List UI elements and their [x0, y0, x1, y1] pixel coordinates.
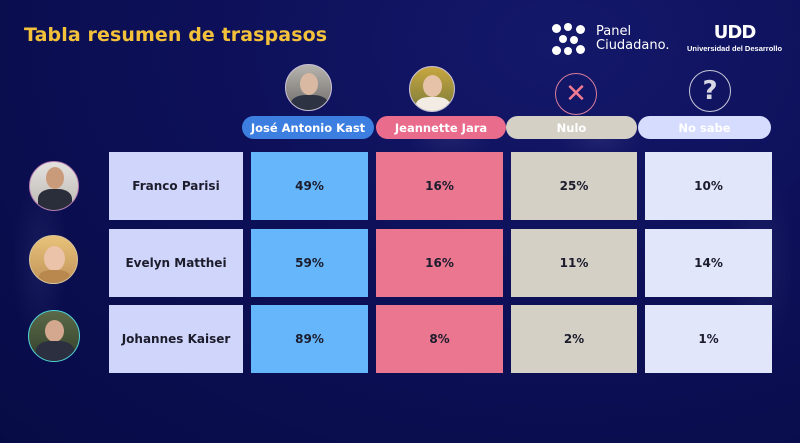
jara-value-cell: 16%: [376, 229, 503, 297]
row-name-cell: Franco Parisi: [109, 152, 243, 220]
nosabe-value-cell: 10%: [645, 152, 772, 220]
avatar-kast: [285, 64, 332, 111]
nosabe-value-cell: 14%: [645, 229, 772, 297]
jara-value-cell: 8%: [376, 305, 503, 373]
kast-value-cell: 59%: [251, 229, 368, 297]
row-name-cell: Johannes Kaiser: [109, 305, 243, 373]
kast-value-cell: 89%: [251, 305, 368, 373]
panel-ciudadano-dots-icon: [550, 22, 590, 56]
nulo-value-cell: 2%: [511, 305, 637, 373]
nulo-value-cell: 11%: [511, 229, 637, 297]
udd-mark: UDD: [713, 22, 757, 43]
panel-ciudadano-logo: Panel Ciudadano.: [550, 22, 669, 56]
udd-name: Universidad del Desarrollo: [687, 44, 783, 53]
udd-logo: UDD Universidad del Desarrollo: [687, 22, 783, 54]
column-header-nulo: Nulo: [506, 116, 637, 139]
avatar-franco-parisi: [29, 161, 79, 211]
row-name-cell: Evelyn Matthei: [109, 229, 243, 297]
column-header-kast: José Antonio Kast: [242, 116, 374, 139]
question-icon: ?: [689, 70, 731, 112]
column-header-jara: Jeannette Jara: [376, 116, 506, 139]
x-icon: ✕: [555, 73, 597, 115]
kast-value-cell: 49%: [251, 152, 368, 220]
avatar-evelyn-matthei: [29, 235, 78, 284]
jara-value-cell: 16%: [376, 152, 503, 220]
page-title: Tabla resumen de traspasos: [24, 24, 328, 46]
avatar-jara: [409, 66, 455, 112]
avatar-johannes-kaiser: [28, 310, 80, 362]
panel-logo-line2: Ciudadano.: [596, 38, 670, 53]
column-header-nosabe: No sabe: [638, 116, 771, 139]
nosabe-value-cell: 1%: [645, 305, 772, 373]
panel-logo-line1: Panel: [596, 24, 632, 39]
nulo-value-cell: 25%: [511, 152, 637, 220]
